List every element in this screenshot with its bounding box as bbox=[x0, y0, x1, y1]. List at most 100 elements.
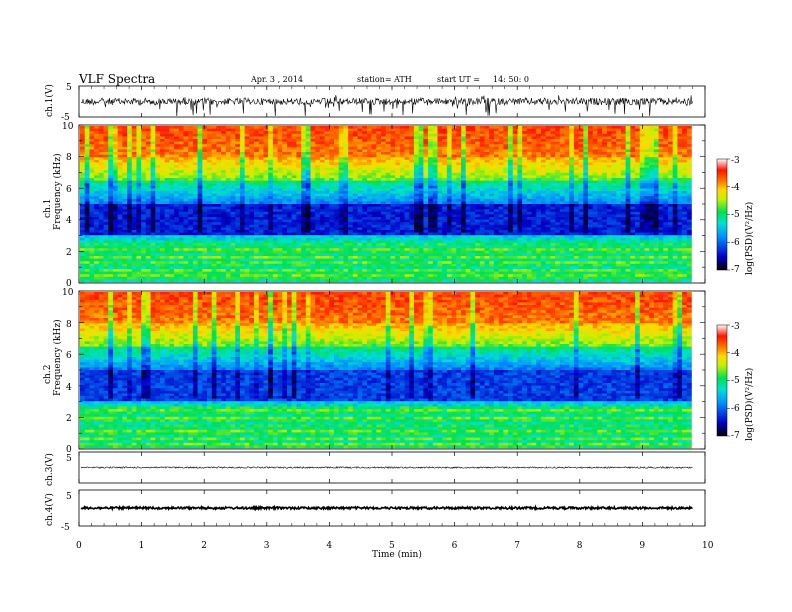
spectrogram-cell bbox=[522, 172, 528, 176]
spectrogram-cell bbox=[357, 180, 363, 184]
spectrogram-cell bbox=[108, 157, 114, 161]
spectrogram-cell bbox=[686, 139, 692, 142]
spectrogram-cell bbox=[451, 178, 457, 181]
spectrogram-cell bbox=[225, 204, 231, 207]
spectrogram-cell bbox=[442, 198, 448, 202]
spectrogram-cell bbox=[131, 204, 137, 207]
spectrogram-cell bbox=[682, 159, 688, 163]
spectrogram-cell bbox=[620, 214, 626, 218]
spectrogram-cell bbox=[409, 144, 415, 148]
spectrogram-cell bbox=[413, 152, 419, 155]
spectrogram-cell bbox=[588, 191, 593, 194]
spectrogram-cell bbox=[569, 175, 575, 179]
spectrogram-cell bbox=[207, 165, 212, 168]
spectrogram-cell bbox=[310, 154, 316, 158]
spectrogram-cell bbox=[465, 211, 471, 215]
spectrogram-cell bbox=[432, 209, 438, 213]
spectrogram-cell bbox=[658, 157, 664, 161]
spectrogram-cell bbox=[376, 217, 382, 220]
spectrogram-cell bbox=[385, 139, 391, 142]
spectrogram-cell bbox=[667, 222, 673, 226]
spectrogram-cell bbox=[578, 211, 584, 215]
spectrogram-cell bbox=[263, 136, 269, 140]
spectrogram-cell bbox=[508, 193, 514, 197]
spectrogram-cell bbox=[282, 180, 288, 184]
spectrogram-cell bbox=[296, 136, 302, 140]
spectrogram-cell bbox=[555, 141, 561, 145]
spectrogram-cell bbox=[630, 204, 636, 207]
spectrogram-cell bbox=[536, 162, 542, 166]
start-ut-label: start UT = bbox=[437, 75, 480, 84]
spectrogram-cell bbox=[536, 196, 542, 200]
spectrogram-cell bbox=[178, 206, 184, 210]
spectrogram-cell bbox=[319, 170, 325, 174]
spectrogram-cell bbox=[550, 149, 556, 153]
spectrogram-cell bbox=[635, 185, 641, 189]
spectrogram-cell bbox=[207, 141, 212, 145]
spectrogram-cell bbox=[324, 157, 330, 161]
spectrogram-cell bbox=[390, 198, 396, 202]
spectrogram-cell bbox=[428, 201, 434, 205]
spectrogram-cell bbox=[225, 191, 231, 194]
spectrogram-cell bbox=[183, 196, 189, 200]
spectrogram-cell bbox=[329, 183, 335, 187]
spectrogram-cell bbox=[536, 144, 542, 148]
spectrogram-cell bbox=[230, 209, 236, 213]
spectrogram-cell bbox=[263, 133, 269, 137]
spectrogram-cell bbox=[343, 198, 349, 202]
spectrogram-cell bbox=[606, 217, 612, 220]
spectrogram-cell bbox=[141, 146, 147, 150]
spectrogram-cell bbox=[254, 144, 260, 148]
spectrogram-cell bbox=[145, 172, 151, 176]
spectrogram-cell bbox=[211, 159, 217, 163]
spectrogram-cell bbox=[301, 141, 307, 145]
spectrogram-cell bbox=[84, 193, 90, 197]
spectrogram-cell bbox=[493, 133, 499, 137]
spectrogram-cell bbox=[498, 152, 504, 155]
spectrogram-cell bbox=[197, 211, 203, 215]
spectrogram-cell bbox=[569, 139, 575, 142]
spectrogram-cell bbox=[343, 188, 349, 192]
spectrogram-cell bbox=[315, 152, 321, 155]
spectrogram-cell bbox=[531, 154, 537, 158]
spectrogram-cell bbox=[357, 144, 363, 148]
spectrogram-cell bbox=[348, 204, 354, 207]
spectrogram-cell bbox=[338, 172, 344, 176]
spectrogram-cell bbox=[112, 217, 118, 220]
spectrogram-cell bbox=[686, 167, 692, 171]
spectrogram-cell bbox=[291, 175, 297, 179]
spectrogram-cell bbox=[244, 170, 250, 174]
spectrogram-cell bbox=[446, 167, 452, 171]
spectrogram-cell bbox=[216, 157, 222, 161]
spectrogram-cell bbox=[395, 193, 401, 197]
spectrogram-cell bbox=[169, 185, 175, 189]
spectrogram-cell bbox=[254, 146, 260, 150]
spectrogram-cell bbox=[319, 201, 325, 205]
spectrogram-cell bbox=[268, 211, 274, 215]
spectrogram-cell bbox=[517, 196, 523, 200]
spectrogram-cell bbox=[578, 170, 584, 174]
spectrogram-cell bbox=[531, 211, 537, 215]
spectrogram-cell bbox=[211, 165, 217, 168]
spectrogram-cell bbox=[174, 191, 180, 194]
spectrogram-cell bbox=[319, 146, 325, 150]
spectrogram-cell bbox=[667, 149, 673, 153]
spectrogram-cell bbox=[428, 157, 434, 161]
spectrogram-cell bbox=[211, 214, 217, 218]
spectrogram-cell bbox=[498, 141, 504, 145]
spectrogram-cell bbox=[263, 159, 269, 163]
spectrogram-cell bbox=[98, 206, 104, 210]
spectrogram-cell bbox=[310, 185, 316, 189]
spectrogram-cell bbox=[122, 165, 128, 168]
spectrogram-cell bbox=[89, 149, 95, 153]
spectrogram-cell bbox=[644, 172, 650, 176]
spectrogram-cell bbox=[667, 196, 673, 200]
spectrogram-cell bbox=[413, 159, 419, 163]
spectrogram-cell bbox=[348, 159, 354, 163]
spectrogram-cell bbox=[432, 157, 438, 161]
spectrogram-cell bbox=[254, 162, 260, 166]
spectrogram-cell bbox=[663, 222, 669, 226]
spectrogram-cell bbox=[108, 172, 114, 176]
spectrogram-cell bbox=[136, 144, 142, 148]
spectrogram-cell bbox=[338, 144, 344, 148]
